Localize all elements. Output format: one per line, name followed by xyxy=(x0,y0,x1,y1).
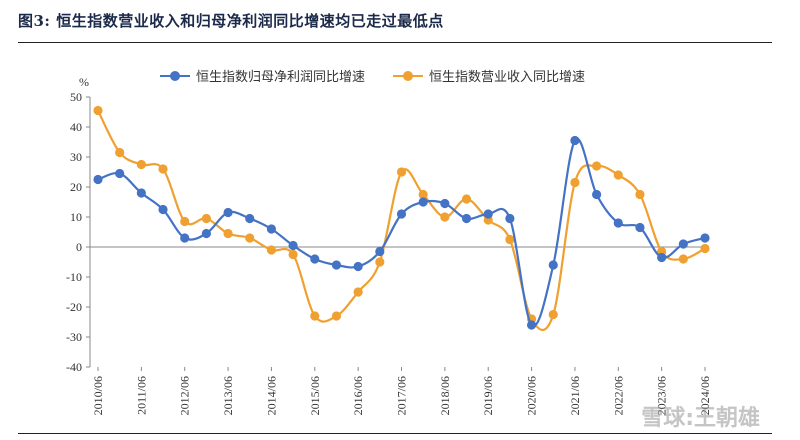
data-point-profit xyxy=(592,189,602,200)
data-point-revenue xyxy=(266,245,277,255)
top-rule xyxy=(18,42,772,43)
data-point-profit xyxy=(657,252,667,263)
x-tick-label: 2012/06 xyxy=(178,376,192,415)
x-tick-label: 2019/06 xyxy=(481,376,495,415)
data-point-profit xyxy=(201,228,211,239)
data-point-revenue xyxy=(700,243,710,254)
data-point-revenue xyxy=(570,177,580,188)
data-point-revenue xyxy=(223,228,233,239)
data-point-revenue xyxy=(592,161,602,171)
watermark: 雪球:王朝雄 xyxy=(641,406,760,431)
data-point-profit xyxy=(461,213,472,224)
data-point-revenue xyxy=(418,189,428,200)
y-tick-label: 0 xyxy=(76,240,82,254)
x-tick-label: 2023/06 xyxy=(655,376,669,415)
data-point-revenue xyxy=(635,189,645,200)
chart-header: 图3: 恒生指数营业收入和归母净利润同比增速均已走过最低点 xyxy=(18,10,782,40)
data-point-profit xyxy=(548,260,558,270)
data-point-profit xyxy=(396,209,407,219)
legend-item-profit: 恒生指数归母净利润同比增速 xyxy=(160,66,365,85)
x-tick-label: 2020/06 xyxy=(525,376,539,415)
data-point-revenue xyxy=(440,212,450,222)
data-point-revenue xyxy=(158,164,168,174)
legend-label-profit: 恒生指数归母净利润同比增速 xyxy=(196,70,366,85)
y-tick-label: -30 xyxy=(66,330,82,344)
data-point-profit xyxy=(136,188,146,198)
y-tick-label: 50 xyxy=(70,90,82,104)
data-point-profit xyxy=(483,209,493,219)
y-tick-label: -40 xyxy=(66,360,82,374)
y-axis-unit: % xyxy=(79,75,89,89)
data-point-profit xyxy=(115,168,125,179)
data-point-revenue xyxy=(548,309,558,320)
data-point-revenue xyxy=(115,147,125,158)
data-point-revenue xyxy=(288,249,298,260)
data-point-profit xyxy=(353,261,363,272)
x-tick-label: 2015/06 xyxy=(308,376,322,415)
legend-label-revenue: 恒生指数营业收入同比增速 xyxy=(429,70,586,85)
data-point-profit xyxy=(288,240,298,251)
y-tick-label: 10 xyxy=(70,210,82,224)
data-point-profit xyxy=(418,197,428,207)
data-point-revenue xyxy=(245,233,255,243)
data-point-revenue xyxy=(93,105,103,116)
data-point-revenue xyxy=(353,287,363,297)
legend-swatch-revenue xyxy=(393,70,424,82)
data-point-profit xyxy=(158,204,168,215)
data-point-profit xyxy=(440,198,450,209)
x-tick-label: 2024/06 xyxy=(698,376,712,415)
chart-legend: 恒生指数归母净利润同比增速 恒生指数营业收入同比增速 xyxy=(160,66,585,85)
data-point-profit xyxy=(245,213,255,224)
data-point-revenue xyxy=(136,159,146,170)
data-point-profit xyxy=(700,233,710,243)
x-tick-label: 2022/06 xyxy=(611,376,625,415)
data-point-revenue xyxy=(201,213,211,224)
y-tick-label: 30 xyxy=(70,150,82,164)
data-point-profit xyxy=(223,207,233,218)
x-tick-label: 2016/06 xyxy=(351,376,365,415)
y-tick-label: -10 xyxy=(66,270,82,284)
data-point-profit xyxy=(635,222,645,233)
data-point-revenue xyxy=(613,170,623,180)
x-tick-label: 2013/06 xyxy=(221,376,235,415)
x-tick-label: 2014/06 xyxy=(264,376,278,415)
data-point-profit xyxy=(570,135,580,146)
x-tick-label: 2011/06 xyxy=(134,376,148,415)
data-point-profit xyxy=(310,254,320,264)
series-line-profit xyxy=(97,137,706,328)
data-point-profit xyxy=(375,246,385,257)
data-point-profit xyxy=(93,174,103,185)
bottom-rule xyxy=(18,433,772,434)
data-point-revenue xyxy=(461,194,472,204)
figure-title: 图3: 恒生指数营业收入和归母净利润同比增速均已走过最低点 xyxy=(18,12,444,30)
data-point-profit xyxy=(678,239,688,249)
data-point-profit xyxy=(180,233,190,243)
x-tick-label: 2010/06 xyxy=(91,376,105,415)
data-point-revenue xyxy=(678,254,688,264)
y-tick-label: 20 xyxy=(70,180,82,194)
x-tick-label: 2017/06 xyxy=(395,376,409,415)
data-point-profit xyxy=(505,213,515,224)
y-tick-label: 40 xyxy=(70,120,82,134)
data-point-profit xyxy=(613,218,623,228)
data-point-revenue xyxy=(310,311,320,321)
legend-item-revenue: 恒生指数营业收入同比增速 xyxy=(393,66,585,85)
data-point-profit xyxy=(331,260,342,270)
data-point-revenue xyxy=(505,234,515,245)
y-tick-label: -20 xyxy=(66,300,82,314)
data-point-profit xyxy=(266,224,277,234)
x-tick-label: 2021/06 xyxy=(568,376,582,415)
data-point-revenue xyxy=(331,311,342,321)
data-point-revenue xyxy=(396,167,407,177)
data-point-revenue xyxy=(375,257,385,267)
data-point-profit xyxy=(526,320,537,330)
data-point-revenue xyxy=(180,216,190,227)
x-tick-label: 2018/06 xyxy=(438,376,452,415)
legend-swatch-profit xyxy=(160,70,190,82)
